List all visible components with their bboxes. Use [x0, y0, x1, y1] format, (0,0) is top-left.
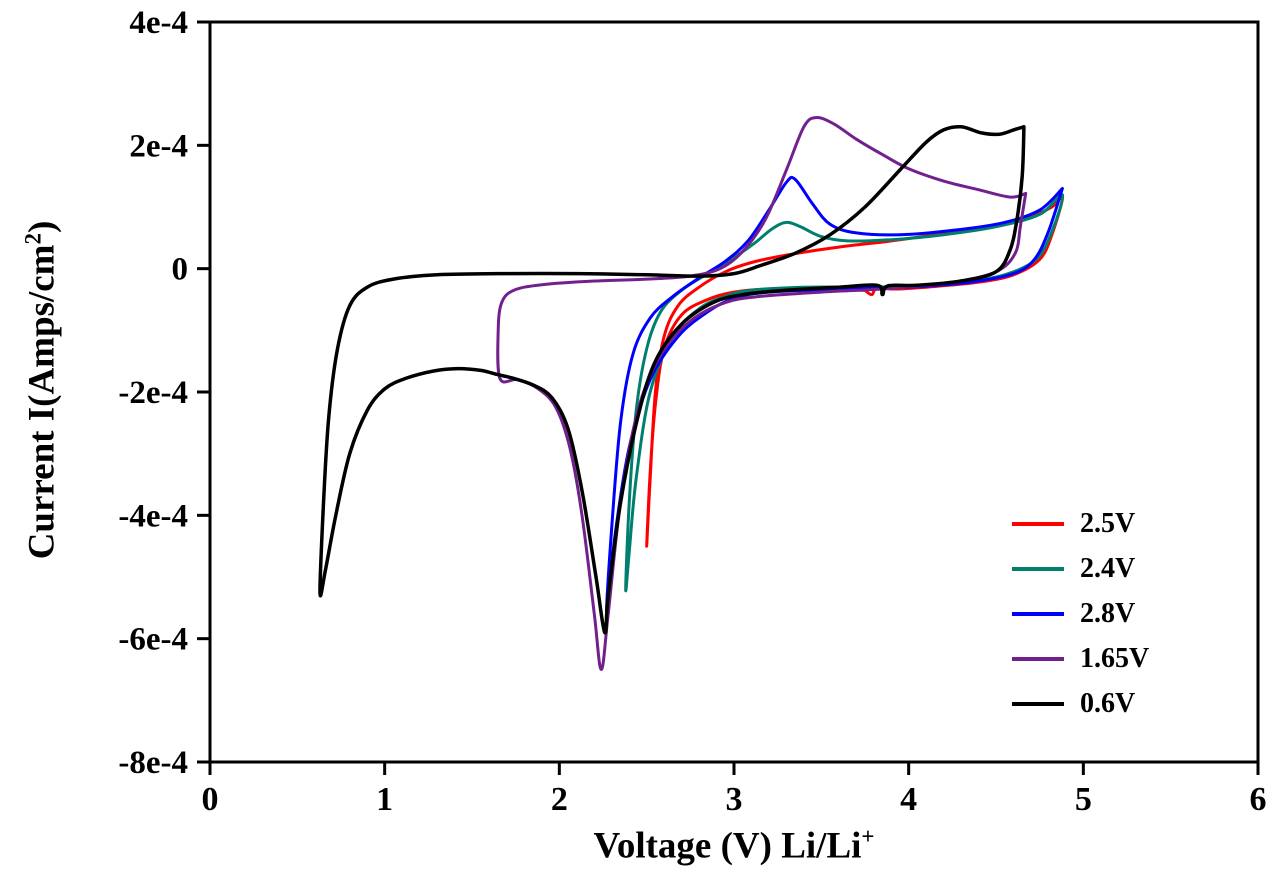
- y-tick-label: -6e-4: [118, 622, 188, 658]
- y-axis-title-text: Current I(Amps/cm: [21, 244, 63, 560]
- y-tick-label: -2e-4: [118, 375, 188, 411]
- x-tick-label: 3: [726, 781, 743, 818]
- y-tick-label: -4e-4: [118, 498, 188, 534]
- y-tick-label: 0: [172, 252, 189, 288]
- y-tick-label: 2e-4: [129, 128, 188, 164]
- x-axis-title-superscript: +: [861, 824, 875, 849]
- legend-item: 2.4V: [1012, 546, 1149, 591]
- y-axis-title-superscript: 2: [20, 233, 46, 245]
- legend-label: 0.6V: [1080, 687, 1136, 719]
- x-tick-label: 6: [1250, 781, 1267, 818]
- y-tick-label: -8e-4: [118, 745, 188, 781]
- legend-color-line: [1012, 656, 1064, 661]
- series-curve-1.65V: [496, 116, 1028, 671]
- legend-color-line: [1012, 701, 1064, 706]
- y-axis-title-close: ): [21, 220, 63, 234]
- legend-item: 2.5V: [1012, 501, 1149, 546]
- x-tick-label: 1: [376, 781, 393, 818]
- legend-label: 2.4V: [1080, 552, 1136, 584]
- legend-color-line: [1012, 521, 1064, 526]
- x-tick-label: 4: [900, 781, 917, 818]
- y-axis-title: Current I(Amps/cm2): [20, 221, 63, 560]
- legend-label: 2.8V: [1080, 597, 1136, 629]
- legend-color-line: [1012, 611, 1064, 616]
- legend-label: 2.5V: [1080, 507, 1136, 539]
- series-curve-2.4V: [624, 192, 1065, 593]
- legend-item: 2.8V: [1012, 591, 1149, 636]
- series-curve-2.5V: [645, 195, 1064, 548]
- x-tick-label: 0: [202, 781, 219, 818]
- x-tick-label: 5: [1075, 781, 1092, 818]
- x-axis-title-text: Voltage (V) Li/Li: [593, 825, 862, 867]
- y-tick-label: 4e-4: [129, 5, 188, 41]
- legend: 2.5V 2.4V 2.8V 1.65V 0.6V: [1012, 501, 1149, 726]
- x-tick-label: 2: [551, 781, 568, 818]
- series-curve-0.6V: [318, 124, 1026, 635]
- x-axis-title: Voltage (V) Li/Li+: [594, 824, 875, 867]
- series-curve-2.8V: [604, 175, 1064, 616]
- legend-label: 1.65V: [1080, 642, 1150, 674]
- legend-item: 0.6V: [1012, 681, 1149, 726]
- legend-color-line: [1012, 566, 1064, 571]
- legend-item: 1.65V: [1012, 636, 1149, 681]
